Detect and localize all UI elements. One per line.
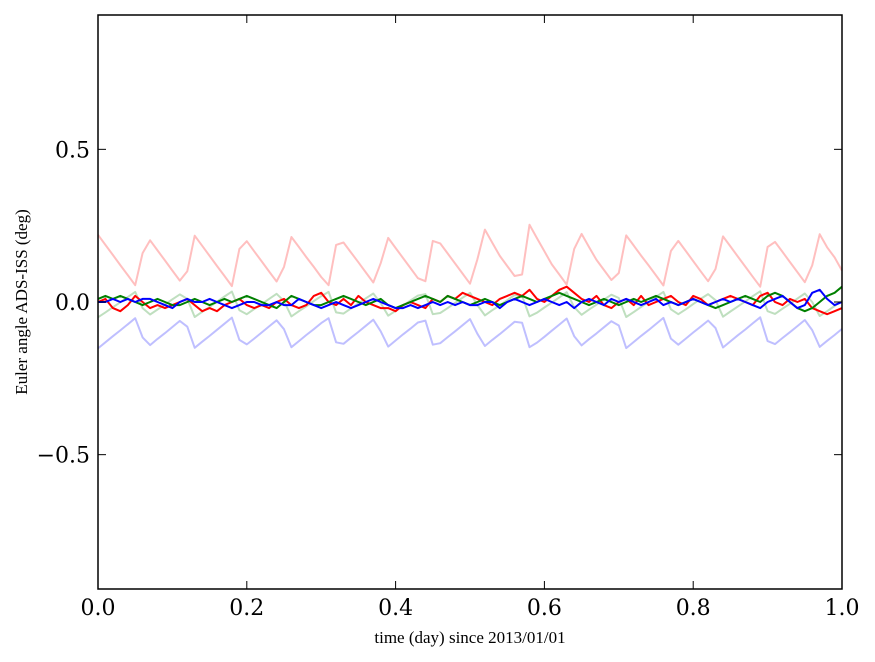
x-tick-label: 0.2 [229,596,264,621]
x-tick-label: 1.0 [825,596,860,621]
tick-layer: 0.0 0.2 0.4 0.6 0.8 1.0 0.5 0.0 −0.5 [37,15,860,621]
y-tick-label: −0.5 [37,444,90,469]
series-line-roll-reference [97,223,843,288]
series-line-roll [97,285,843,316]
x-tick-label: 0.6 [527,596,562,621]
y-tick-label: 0.5 [55,138,90,163]
series-line-yaw [98,288,843,310]
x-tick-label: 0.4 [378,596,413,621]
y-axis-label: Euler angle ADS-ISS (deg) [12,209,31,395]
series-line-pitch-reference [97,290,843,319]
x-axis-label: time (day) since 2013/01/01 [374,628,565,647]
x-tick-label: 0.8 [676,596,711,621]
y-tick-label: 0.0 [55,291,90,316]
series-line-yaw-reference [97,316,843,350]
series-layer [97,223,843,350]
x-tick-label: 0.0 [81,596,116,621]
